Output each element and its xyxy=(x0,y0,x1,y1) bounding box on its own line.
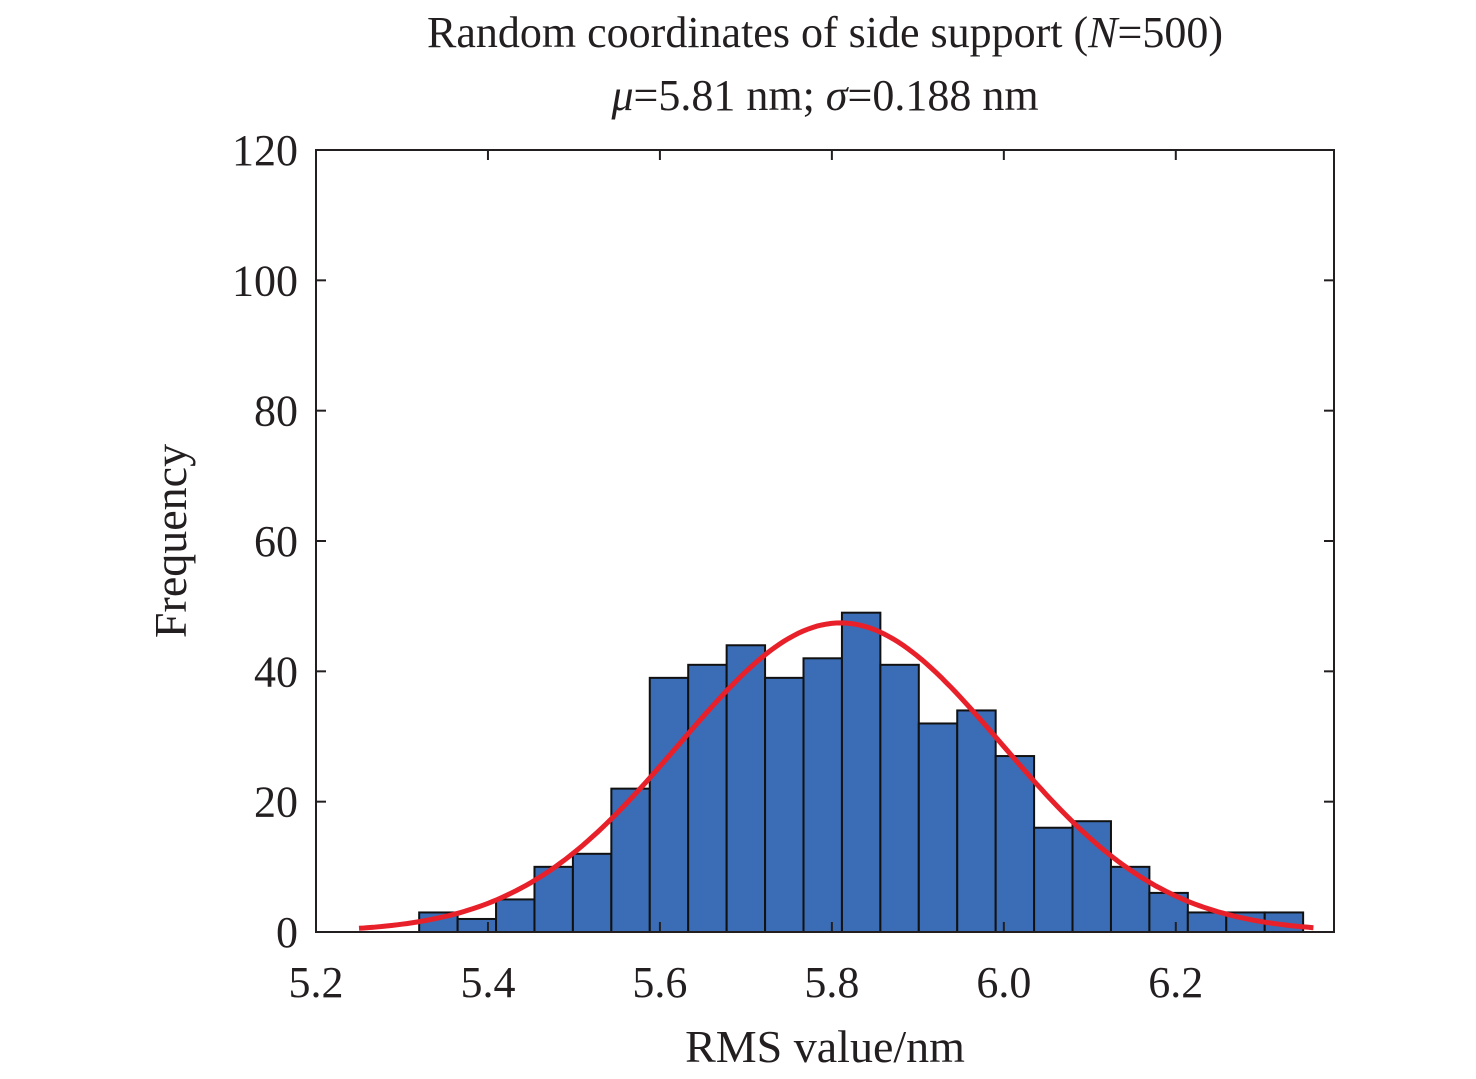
histogram-bar xyxy=(1033,826,1074,934)
histogram-bar xyxy=(571,852,613,933)
bars xyxy=(418,611,1305,934)
ticks: 5.2 5.4 5.6 5.8 6.0 6.2 0 20 40 60 80 100 120 xyxy=(232,126,1334,1007)
y-tick-label: 100 xyxy=(232,256,298,305)
histogram-bar xyxy=(610,787,651,934)
histogram-bar xyxy=(917,722,959,934)
histogram-bar xyxy=(994,755,1036,933)
normal-fit-curve xyxy=(358,620,1314,931)
histogram-bar xyxy=(1186,911,1228,934)
y-tick-label: 80 xyxy=(254,387,298,436)
y-tick-label: 20 xyxy=(254,778,298,827)
x-tick-label: 6.2 xyxy=(1148,958,1203,1007)
y-axis-label: Frequency xyxy=(145,444,196,638)
histogram-bar xyxy=(456,917,498,934)
x-tick-label: 6.0 xyxy=(976,958,1031,1007)
histogram-bar xyxy=(725,644,767,933)
x-tick-label: 5.2 xyxy=(289,958,344,1007)
chart-title-line2: μ=5.81 nm; σ=0.188 nm xyxy=(610,71,1038,120)
x-axis-label: RMS value/nm xyxy=(685,1021,965,1072)
histogram-bar xyxy=(956,709,997,934)
histogram-bar xyxy=(495,898,536,934)
histogram-bar xyxy=(802,657,843,933)
y-tick-label: 0 xyxy=(276,908,298,957)
histogram-bar xyxy=(648,676,690,933)
y-tick-label: 60 xyxy=(254,517,298,566)
x-tick-label: 5.6 xyxy=(632,958,687,1007)
x-tick-label: 5.8 xyxy=(804,958,859,1007)
x-tick-label: 5.4 xyxy=(460,958,515,1007)
histogram-bar xyxy=(879,663,920,933)
y-tick-label: 40 xyxy=(254,647,298,696)
fit-curve-group xyxy=(358,620,1314,931)
chart-title-line1: Random coordinates of side support (N=50… xyxy=(427,8,1223,57)
histogram-bar xyxy=(840,611,882,934)
histogram-bar xyxy=(687,663,728,933)
y-tick-label: 120 xyxy=(232,126,298,175)
histogram-bar xyxy=(764,676,805,933)
